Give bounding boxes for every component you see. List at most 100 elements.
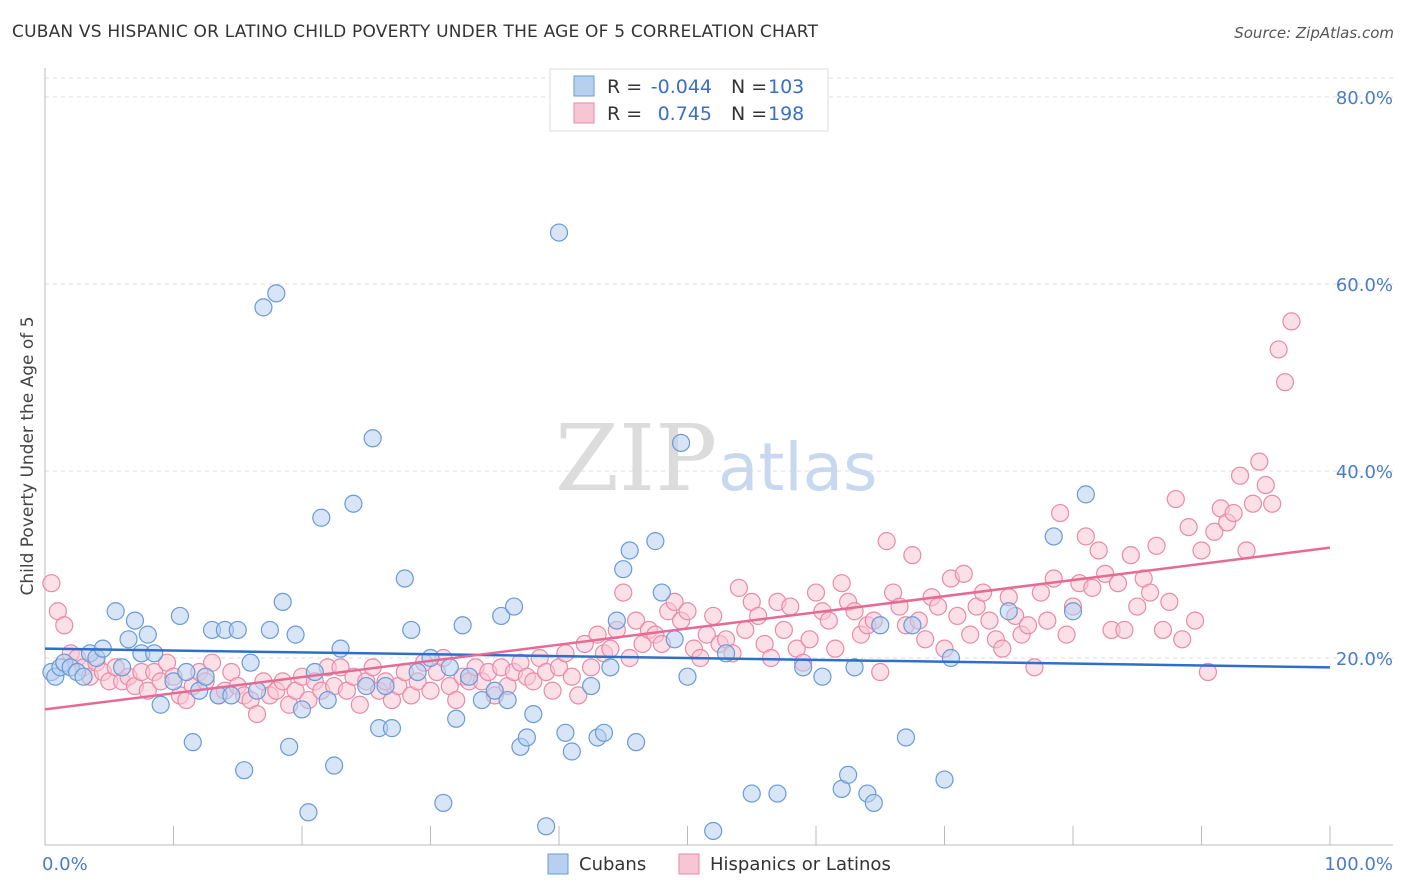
hispanics-point <box>614 583 633 602</box>
cubans-point <box>145 644 164 663</box>
cubans-point <box>485 681 504 700</box>
cubans-point <box>325 756 344 775</box>
cubans-point <box>999 602 1018 621</box>
cubans-point <box>312 508 331 527</box>
bottom-legend-swatch-cubans <box>547 853 569 875</box>
cubans-point <box>537 817 556 836</box>
hispanics-point <box>1083 578 1102 597</box>
cubans-point <box>138 625 157 644</box>
cubans-point <box>453 616 472 635</box>
hispanics-point <box>1243 494 1263 513</box>
hispanics-point <box>1166 489 1185 509</box>
hispanics-point <box>543 681 562 700</box>
x-tick-label-start: 0.0% <box>42 854 88 875</box>
cubans-point <box>402 620 421 640</box>
bottom-legend-label-hispanics: Hispanics or Latinos <box>710 854 891 875</box>
hispanics-point <box>1230 466 1250 485</box>
hispanics-point <box>916 630 935 649</box>
series-cubans-points <box>42 223 1095 841</box>
hispanics-point <box>1121 546 1140 565</box>
hispanics-point <box>1025 658 1044 677</box>
hispanics-point <box>1140 583 1160 602</box>
cubans-point <box>395 569 414 588</box>
cubans-point <box>177 662 196 682</box>
hispanics-point <box>1192 541 1211 560</box>
hispanics-point <box>678 602 697 621</box>
hispanics-point <box>704 606 723 626</box>
hispanics-point <box>1108 574 1128 593</box>
bottom-legend: Cubans Hispanics or Latinos <box>547 853 891 875</box>
cubans-point <box>74 667 93 686</box>
cubans-point <box>440 658 459 677</box>
y-tick-label: 60.0% <box>1336 275 1393 296</box>
cubans-point <box>447 709 466 728</box>
cubans-point <box>794 658 813 677</box>
cubans-point <box>376 676 395 696</box>
hispanics-point <box>421 681 440 700</box>
cubans-point <box>434 793 453 813</box>
hispanics-point <box>1224 503 1243 523</box>
legend-n-label-1: N = <box>731 76 767 98</box>
cubans-point <box>382 719 402 738</box>
cubans-point <box>164 672 183 691</box>
legend-n-value-1: 103 <box>768 76 804 98</box>
cubans-point <box>273 592 292 612</box>
hispanics-point <box>1147 536 1166 555</box>
cubans-point <box>626 733 646 752</box>
hispanics-point <box>1198 662 1218 682</box>
cubans-point <box>517 728 536 747</box>
cubans-point <box>305 662 324 682</box>
cubans-point <box>196 667 215 686</box>
hispanics-point <box>626 611 646 630</box>
cubans-point <box>614 560 633 579</box>
hispanics-point <box>447 690 466 710</box>
cubans-point <box>241 653 260 672</box>
series-hispanics-points <box>42 312 1301 724</box>
hispanics-point <box>980 611 999 630</box>
hispanics-point <box>1051 503 1070 523</box>
bottom-legend-swatch-hispanics <box>678 853 700 875</box>
hispanics-point <box>350 695 369 714</box>
hispanics-point <box>1263 494 1282 513</box>
cubans-point <box>671 433 691 453</box>
cubans-point <box>106 602 125 621</box>
cubans-point <box>1076 485 1095 504</box>
cubans-point <box>594 723 614 742</box>
cubans-point <box>222 686 241 705</box>
cubans-point <box>151 695 170 714</box>
cubans-point <box>768 784 787 803</box>
cubans-point <box>620 541 639 560</box>
hispanics-point <box>774 620 793 640</box>
cubans-point <box>652 583 671 602</box>
cubans-point <box>601 658 620 677</box>
trend-lines <box>44 546 1331 711</box>
cubans-point <box>247 681 267 700</box>
watermark-atlas: atlas <box>718 429 878 506</box>
cubans-point <box>286 625 305 644</box>
cubans-point <box>646 532 665 551</box>
grid-lines <box>45 77 1393 659</box>
hispanics-point <box>1031 583 1050 602</box>
hispanics-point <box>247 704 267 724</box>
hispanics-point <box>832 574 851 593</box>
hispanics-point <box>556 644 575 663</box>
hispanics-point <box>1057 625 1076 644</box>
cubans-point <box>813 667 832 686</box>
y-tick-label: 20.0% <box>1336 649 1393 670</box>
cubans-point <box>1044 527 1063 546</box>
legend-r-value-2: 0.745 <box>658 103 712 125</box>
cubans-point <box>408 662 427 682</box>
hispanics-point <box>961 625 980 644</box>
cubans-point <box>112 658 132 677</box>
hispanics-point <box>845 602 864 621</box>
hispanics-point <box>781 597 800 616</box>
legend-n-value-2: 198 <box>768 103 804 125</box>
cubans-point <box>504 597 524 616</box>
cubans-point <box>235 761 254 780</box>
legend-r-value-1: -0.044 <box>651 76 712 98</box>
cubans-point <box>421 648 440 668</box>
cubans-point <box>299 803 318 822</box>
cubans-point <box>941 648 961 668</box>
y-tick-labels: 20.0% 40.0% 60.0% 80.0% <box>1336 88 1393 670</box>
cubans-point <box>363 429 382 448</box>
